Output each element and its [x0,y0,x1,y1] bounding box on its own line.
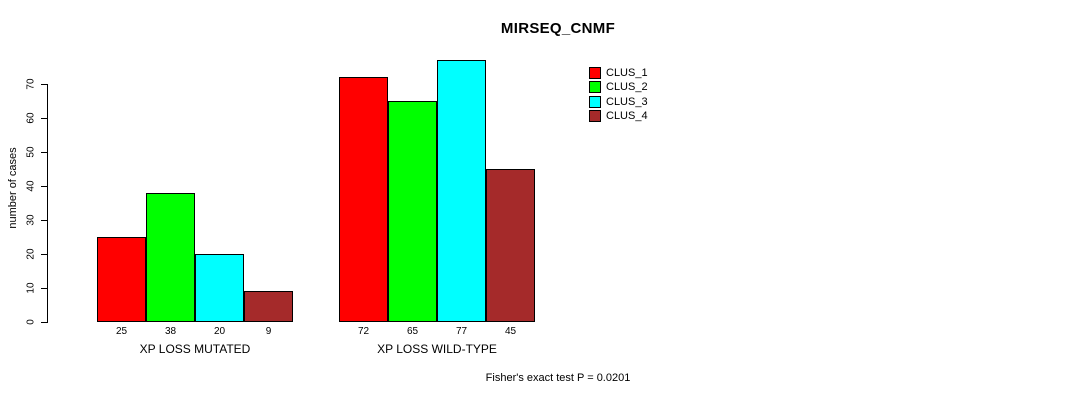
legend-item: CLUS_4 [589,109,648,123]
legend-swatch [589,81,601,94]
group-label: XP LOSS WILD-TYPE [377,342,497,356]
legend-swatch [589,110,601,123]
y-axis-title: number of cases [7,147,19,229]
legend-item: CLUS_3 [589,95,648,109]
y-axis-tick-label: 60 [25,112,37,124]
y-axis-tick-label: 30 [25,214,37,226]
fisher-test-annotation: Fisher's exact test P = 0.0201 [485,372,631,384]
bar-clus_3-group1 [195,254,244,322]
bar-value-label: 72 [357,326,370,337]
y-axis-tick [41,321,47,323]
y-axis-tick-label: 50 [25,146,37,158]
y-axis-tick [41,253,47,255]
y-axis-tick-label: 10 [25,282,37,294]
bar-value-label: 25 [115,326,128,337]
bar-clus_1-group2 [339,77,388,322]
bar-clus_3-group2 [437,60,486,322]
bar-value-label: 38 [164,326,177,337]
y-axis-tick [41,185,47,187]
bar-clus_4-group2 [486,169,535,322]
legend-label: CLUS_2 [606,81,648,94]
bar-value-label: 20 [213,326,226,337]
y-axis-tick-label: 40 [25,180,37,192]
bar-value-label: 77 [455,326,468,337]
bar-value-label: 65 [406,326,419,337]
y-axis-tick [41,83,47,85]
legend-swatch [589,67,601,80]
y-axis-tick [41,151,47,153]
y-axis-line [47,84,48,323]
y-axis-tick [41,219,47,221]
y-axis-tick [41,287,47,289]
legend-swatch [589,95,601,108]
bar-clus_4-group1 [244,291,293,322]
legend-item: CLUS_2 [589,80,648,94]
group-label: XP LOSS MUTATED [139,342,251,356]
y-axis-tick-label: 20 [25,248,37,260]
bar-clus_2-group2 [388,101,437,322]
legend-label: CLUS_1 [606,67,648,80]
legend-label: CLUS_4 [606,110,648,123]
bar-clus_1-group1 [97,237,146,322]
bar-value-label: 9 [265,326,272,337]
bar-value-label: 45 [504,326,517,337]
chart-title: MIRSEQ_CNMF [500,20,616,37]
y-axis-tick-label: 70 [25,78,37,90]
legend-label: CLUS_3 [606,95,648,108]
legend: CLUS_1 CLUS_2 CLUS_3 CLUS_4 [589,66,648,123]
y-axis-tick-label: 0 [25,319,37,325]
y-axis-tick [41,117,47,119]
bar-clus_2-group1 [146,192,195,322]
legend-item: CLUS_1 [589,66,648,80]
